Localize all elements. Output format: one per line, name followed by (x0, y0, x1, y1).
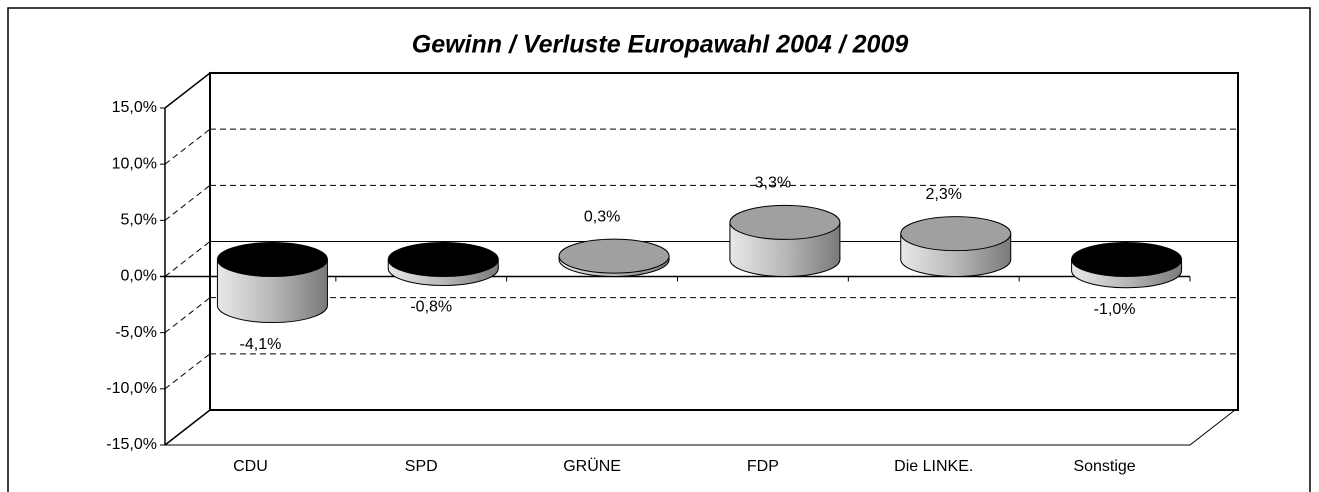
cylinder-top (216, 242, 328, 277)
grid-line (164, 241, 211, 277)
y-tick-label: -5,0% (115, 324, 157, 341)
grid-line (164, 297, 211, 334)
y-tick-label: 15,0% (112, 99, 157, 116)
x-tick-label: FDP (747, 458, 779, 475)
value-label: 2,3% (926, 186, 962, 203)
y-tick-label: 0,0% (121, 268, 157, 285)
cylinder-top (387, 242, 499, 277)
grid-line (164, 128, 211, 165)
x-tick-label: SPD (405, 458, 438, 475)
value-label: 3,3% (755, 175, 791, 192)
cylinder (216, 242, 328, 324)
x-tick-label: CDU (233, 458, 268, 475)
cylinder (1071, 242, 1183, 289)
x-tick-label: Die LINKE. (894, 458, 973, 475)
left-wall (164, 71, 211, 446)
cylinder (729, 204, 841, 277)
y-tick-label: 5,0% (121, 212, 157, 229)
x-tick-label: Sonstige (1073, 458, 1135, 475)
x-tick-label: GRÜNE (563, 457, 621, 475)
grid-line (164, 353, 211, 390)
grid-line (164, 184, 211, 221)
value-label: -4,1% (240, 336, 282, 353)
value-label: 0,3% (584, 208, 620, 225)
floor (165, 409, 1236, 446)
y-tick-label: -10,0% (106, 380, 157, 397)
value-label: -0,8% (410, 299, 452, 316)
cylinder (387, 242, 499, 286)
value-label: -1,0% (1094, 301, 1136, 318)
cylinder-top (558, 238, 670, 274)
cylinder-top (900, 216, 1012, 252)
frame (7, 7, 1311, 492)
cylinder-top (729, 204, 841, 240)
cylinder (558, 238, 670, 277)
y-tick-label: -15,0% (106, 436, 157, 453)
y-tick-label: 10,0% (112, 155, 157, 172)
chart-title: Gewinn / Verluste Europawahl 2004 / 2009 (412, 31, 909, 59)
cylinder (900, 216, 1012, 277)
cylinder-top (1071, 242, 1183, 277)
